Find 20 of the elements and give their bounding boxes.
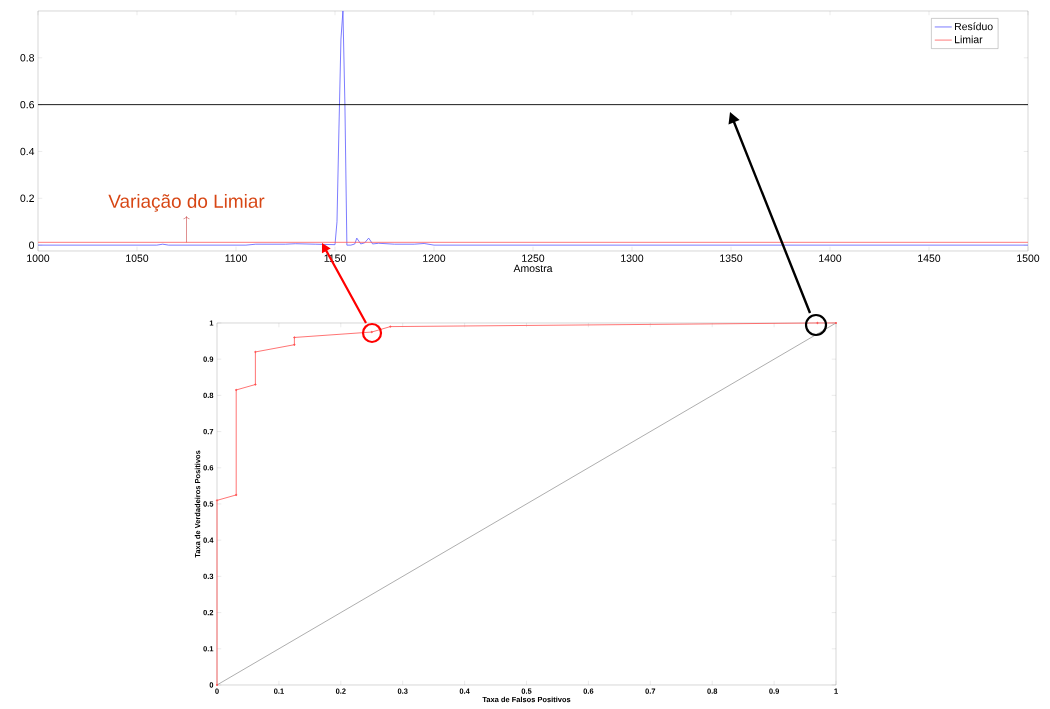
y-tick-label: 0.2 (20, 194, 34, 203)
legend-label: Resíduo (955, 22, 993, 31)
x-tick-label: 1100 (225, 254, 247, 262)
y-tick-label: 0.8 (20, 54, 35, 62)
x-tick-label: 1400 (819, 254, 842, 262)
x-tick-label: 1250 (522, 254, 545, 262)
x-tick-label: 1350 (720, 254, 743, 262)
x-axis-title: Amostra (513, 264, 553, 273)
x-tick-label: 1050 (126, 254, 149, 262)
line-series (37, 10, 1029, 246)
annotation: Variação do Limiar (108, 194, 265, 212)
y-tick-label: 0.4 (20, 147, 35, 156)
x-tick-label: 1500 (1017, 254, 1040, 262)
x-tick-label: 1000 (27, 254, 50, 262)
x-tick-label: 1300 (621, 254, 644, 262)
y-tick-label: 0 (29, 241, 35, 249)
x-tick-label: 1450 (918, 254, 941, 262)
x-tick-label: 1200 (423, 254, 446, 262)
legend-label: Limiar (955, 35, 983, 44)
y-tick-label: 0.6 (20, 100, 35, 109)
